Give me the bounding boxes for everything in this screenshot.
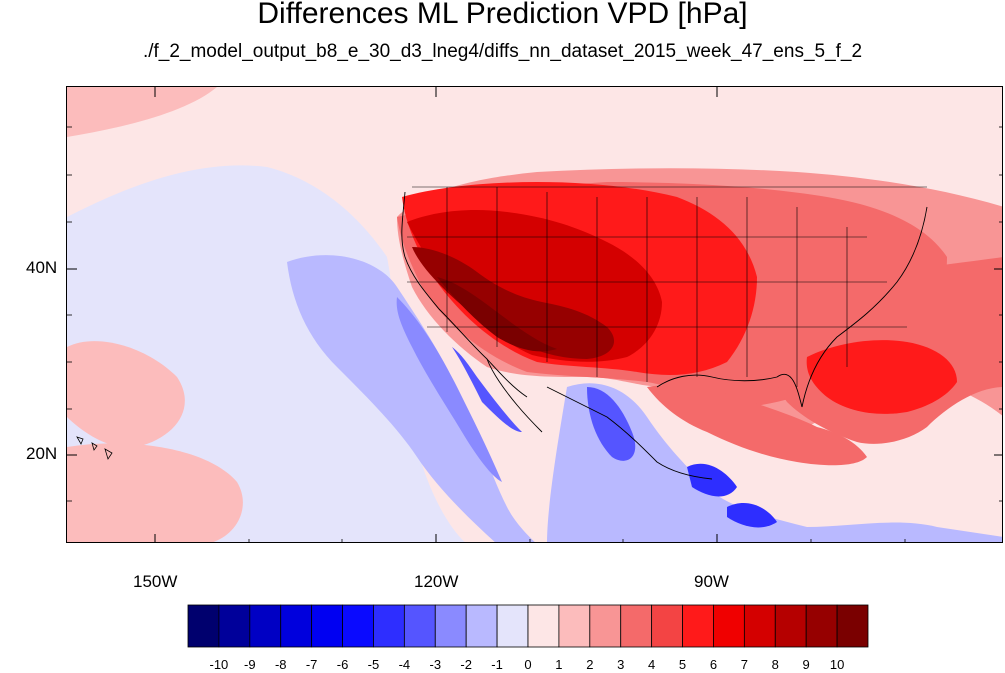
colorbar-swatch bbox=[620, 604, 653, 648]
colorbar-tick-label: 4 bbox=[648, 657, 656, 672]
colorbar-tick-label: -6 bbox=[336, 657, 349, 672]
colorbar-tick-label: -10 bbox=[209, 657, 229, 672]
colorbar-tick-label: -3 bbox=[429, 657, 442, 672]
colorbar-swatch bbox=[187, 604, 220, 648]
page-title: Differences ML Prediction VPD [hPa] bbox=[257, 0, 748, 30]
field-pos-patch bbox=[67, 443, 243, 542]
colorbar-tick-label: -7 bbox=[305, 657, 318, 672]
coastline bbox=[401, 191, 928, 480]
colorbar-tick-label: 10 bbox=[829, 657, 845, 672]
lon-label-90w: 90W bbox=[694, 572, 729, 591]
page-subtitle: ./f_2_model_output_b8_e_30_d3_lneg4/diff… bbox=[142, 41, 863, 62]
colorbar-tick-label: -8 bbox=[274, 657, 287, 672]
colorbar-tick-label: 8 bbox=[771, 657, 779, 672]
colorbar-swatch bbox=[373, 604, 405, 648]
colorbar-swatch bbox=[280, 604, 313, 648]
colorbar-swatch bbox=[527, 604, 560, 648]
colorbar-swatch bbox=[774, 604, 807, 648]
colorbar-swatch bbox=[589, 604, 622, 648]
map-canvas bbox=[67, 87, 1002, 542]
field-neg-region bbox=[547, 383, 1002, 542]
field-pos-patch bbox=[67, 341, 185, 448]
colorbar bbox=[187, 604, 869, 648]
colorbar-tick-label: -5 bbox=[367, 657, 380, 672]
colorbar-swatch bbox=[342, 604, 374, 648]
colorbar-swatch bbox=[465, 604, 498, 648]
colorbar-swatch bbox=[743, 604, 776, 648]
colorbar-tick-label: -9 bbox=[244, 657, 256, 672]
field-neg-region bbox=[396, 297, 502, 482]
lat-label-40n: 40N bbox=[26, 258, 58, 277]
colorbar-swatches bbox=[187, 604, 869, 648]
colorbar-swatch bbox=[805, 604, 838, 648]
colorbar-swatch bbox=[651, 604, 683, 648]
colorbar-swatch bbox=[496, 604, 529, 648]
colorbar-tick-label: 2 bbox=[586, 657, 594, 672]
field-pos-region bbox=[412, 247, 615, 359]
graticule-ticks bbox=[67, 87, 1002, 542]
islands bbox=[76, 436, 113, 460]
colorbar-swatch bbox=[218, 604, 251, 648]
colorbar-tick-label: 3 bbox=[617, 657, 625, 672]
lon-label-120w: 120W bbox=[414, 572, 459, 591]
colorbar-tick-label: 7 bbox=[740, 657, 748, 672]
field-neg-region bbox=[687, 463, 737, 497]
colorbar-tick-label: 0 bbox=[524, 657, 532, 672]
colorbar-swatch bbox=[558, 604, 591, 648]
colorbar-tick-label: 5 bbox=[678, 657, 687, 672]
colorbar-swatch bbox=[311, 604, 343, 648]
colorbar-tick-label: -2 bbox=[460, 657, 472, 672]
colorbar-swatch bbox=[713, 604, 745, 648]
field-neg-region bbox=[727, 502, 777, 528]
lat-label-20n: 20N bbox=[26, 444, 58, 463]
field-neg-region bbox=[452, 347, 522, 432]
colorbar-tick-label: 9 bbox=[802, 657, 810, 672]
field-pos-region bbox=[647, 385, 867, 466]
colorbar-tick-label: -1 bbox=[491, 657, 503, 672]
colorbar-tick-label: 6 bbox=[709, 657, 718, 672]
field-neg-region bbox=[587, 387, 636, 461]
field-neg-region bbox=[287, 255, 535, 542]
field-pos-region bbox=[806, 340, 957, 414]
field-lowneg-region bbox=[67, 165, 465, 542]
colorbar-tick-label: -4 bbox=[398, 657, 411, 672]
graticule-minor-ticks bbox=[67, 126, 1002, 542]
field-pos-patch bbox=[67, 87, 217, 137]
lon-label-150w: 150W bbox=[133, 572, 178, 591]
colorbar-swatch bbox=[403, 604, 436, 648]
state-borders bbox=[407, 186, 927, 387]
colorbar-swatch bbox=[682, 604, 714, 648]
colorbar-swatch bbox=[434, 604, 467, 648]
map-panel bbox=[66, 86, 1003, 543]
colorbar-tick-label: 1 bbox=[555, 657, 563, 672]
colorbar-swatch bbox=[836, 604, 869, 648]
colorbar-swatch bbox=[249, 604, 282, 648]
